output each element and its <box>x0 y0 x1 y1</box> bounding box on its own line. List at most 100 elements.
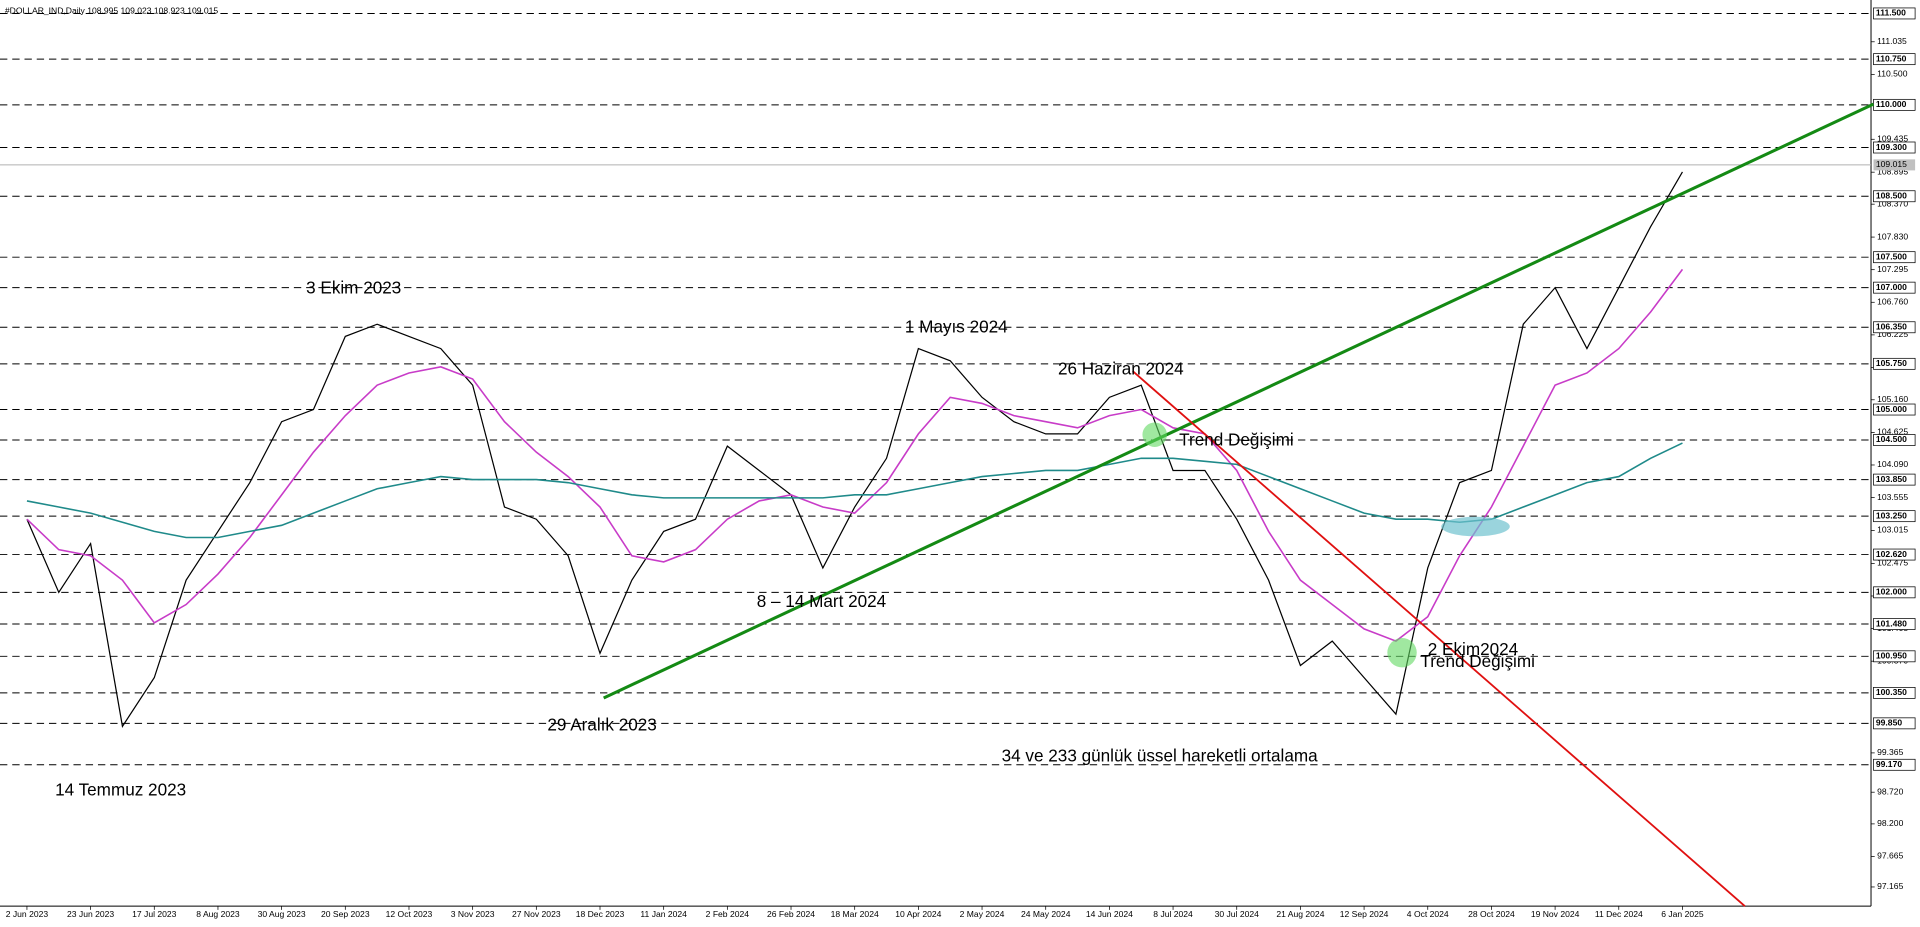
y-tick-label: 107.295 <box>1877 264 1908 274</box>
y-tick-label: 105.160 <box>1877 394 1908 404</box>
x-tick-label: 2 Feb 2024 <box>706 909 750 919</box>
level-label-box <box>1873 548 1916 561</box>
level-label: 102.000 <box>1876 587 1907 597</box>
y-tick-label: 98.200 <box>1877 818 1903 828</box>
trend-line-down <box>1132 370 1746 907</box>
x-tick-label: 26 Feb 2024 <box>767 909 815 919</box>
y-tick-label: 108.895 <box>1877 166 1908 176</box>
level-label: 100.950 <box>1876 651 1907 661</box>
x-tick-label: 12 Sep 2024 <box>1340 909 1389 919</box>
x-tick-label: 11 Jan 2024 <box>640 909 687 919</box>
highlight-ellipse <box>1441 516 1510 537</box>
trend-line-up <box>603 102 1875 700</box>
level-label-box <box>1873 758 1916 771</box>
level-label: 111.500 <box>1876 8 1906 18</box>
level-label-box <box>1873 251 1916 264</box>
level-label: 109.300 <box>1876 142 1907 152</box>
level-label-box <box>1873 586 1916 599</box>
y-tick-label: 99.365 <box>1877 747 1903 757</box>
level-label-box <box>1873 618 1916 630</box>
level-label: 107.500 <box>1876 251 1907 261</box>
annotation: 8 – 14 Mart 2024 <box>757 591 887 611</box>
x-tick-label: 19 Nov 2024 <box>1531 909 1580 919</box>
y-tick-label: 102.475 <box>1877 558 1908 568</box>
x-tick-label: 24 May 2024 <box>1021 909 1071 919</box>
x-tick-label: 14 Jun 2024 <box>1086 909 1133 919</box>
level-label-box <box>1873 141 1916 154</box>
annotation: 2 Ekim2024 <box>1428 639 1519 659</box>
level-label-box <box>1873 687 1916 699</box>
level-label: 105.000 <box>1876 404 1907 414</box>
ema-line <box>26 268 1684 642</box>
level-label: 99.850 <box>1876 718 1902 728</box>
annotation: Trend Değişimi <box>1420 651 1535 671</box>
x-tick-label: 18 Mar 2024 <box>831 909 879 919</box>
level-label-box <box>1873 190 1916 203</box>
x-tick-label: 20 Sep 2023 <box>321 909 370 919</box>
level-label: 101.480 <box>1876 618 1907 628</box>
x-tick-label: 12 Oct 2023 <box>386 909 433 919</box>
level-label: 100.350 <box>1876 687 1907 697</box>
annotations: 3 Ekim 2023 14 Temmuz 2023 29 Aralık 202… <box>55 278 1535 800</box>
level-label-box <box>1873 403 1916 416</box>
y-tick-label: 97.165 <box>1877 881 1903 891</box>
x-tick-label: 17 Jul 2023 <box>132 909 177 919</box>
x-tick-label: 18 Dec 2023 <box>576 909 625 919</box>
x-tick-label: 6 Jan 2025 <box>1661 909 1704 919</box>
level-label-box <box>1873 357 1916 370</box>
level-label-box <box>1873 7 1916 20</box>
level-label: 99.170 <box>1876 759 1902 769</box>
y-tick-label: 108.370 <box>1877 198 1908 208</box>
y-tick-label: 106.225 <box>1877 329 1908 339</box>
y-tick-label: 104.090 <box>1877 459 1908 469</box>
annotation: 29 Aralık 2023 <box>547 715 657 735</box>
annotation: 34 ve 233 günlük üssel hareketli ortalam… <box>1002 745 1319 765</box>
y-tick-label: 109.435 <box>1877 134 1908 144</box>
level-label-box <box>1873 321 1916 334</box>
level-label: 103.850 <box>1876 474 1907 484</box>
y-tick-label: 98.720 <box>1877 786 1903 796</box>
level-label-box <box>1873 434 1916 446</box>
y-tick-label: 106.760 <box>1877 297 1908 307</box>
highlight-circle <box>1387 637 1417 668</box>
level-label: 103.250 <box>1876 510 1907 520</box>
drawings <box>603 102 1875 907</box>
x-tick-label: 28 Oct 2024 <box>1468 909 1515 919</box>
level-label: 102.620 <box>1876 549 1907 559</box>
x-tick-label: 2 Jun 2023 <box>6 909 49 919</box>
x-tick-label: 2 May 2024 <box>960 909 1005 919</box>
y-tick-label: 97.665 <box>1877 851 1903 861</box>
x-tick-label: 27 Nov 2023 <box>512 909 561 919</box>
y-tick-label: 111.035 <box>1877 36 1907 46</box>
level-label: 107.000 <box>1876 282 1907 292</box>
x-tick-label: 30 Jul 2024 <box>1215 909 1260 919</box>
x-tick-label: 11 Dec 2024 <box>1595 909 1643 919</box>
level-label-box <box>1873 510 1916 523</box>
level-label-box <box>1873 650 1916 663</box>
level-label-box <box>1873 53 1916 66</box>
level-label-box <box>1873 281 1916 294</box>
current-price-label: 109.015 <box>1876 159 1907 169</box>
level-label: 105.750 <box>1876 358 1907 368</box>
x-tick-label: 8 Jul 2024 <box>1153 909 1193 919</box>
x-tick-label: 4 Oct 2024 <box>1407 909 1449 919</box>
x-tick-label: 10 Apr 2024 <box>895 909 941 919</box>
annotation: 26 Haziran 2024 <box>1058 358 1184 378</box>
y-tick-label: 103.555 <box>1877 492 1908 502</box>
y-tick-label: 107.830 <box>1877 231 1908 241</box>
y-tick-label: 110.500 <box>1877 69 1908 79</box>
level-label: 106.350 <box>1876 322 1907 332</box>
x-tick-label: 3 Nov 2023 <box>451 909 495 919</box>
x-tick-label: 23 Jun 2023 <box>67 909 114 919</box>
level-label: 104.500 <box>1876 434 1907 444</box>
x-tick-label: 8 Aug 2023 <box>196 909 240 919</box>
y-tick-label: 103.015 <box>1877 525 1908 535</box>
current-price-box <box>1873 159 1916 171</box>
annotation: Trend Değişimi <box>1179 429 1294 449</box>
level-label: 110.750 <box>1876 53 1907 63</box>
annotation: 1 Mayıs 2024 <box>905 317 1008 337</box>
x-tick-label: 30 Aug 2023 <box>258 909 306 919</box>
